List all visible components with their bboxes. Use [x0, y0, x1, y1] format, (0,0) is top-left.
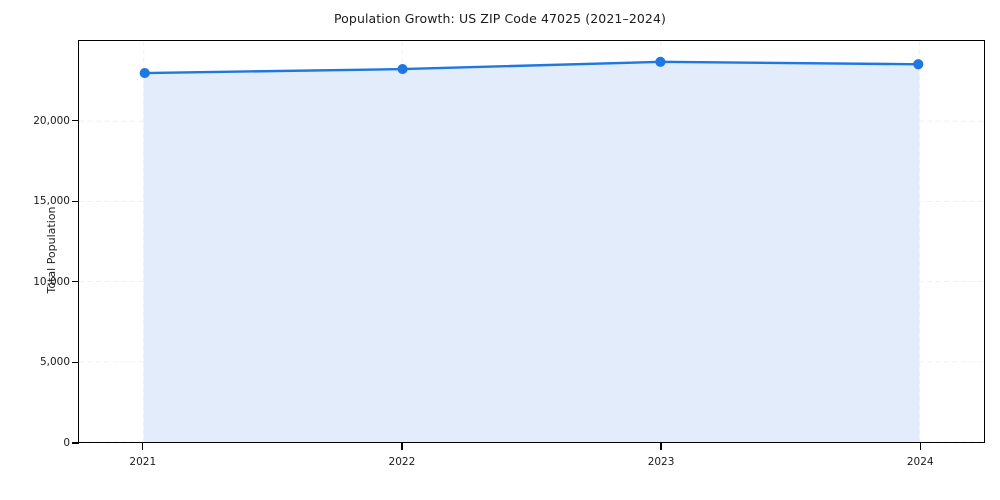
- y-tick-label: 20,000: [33, 114, 70, 127]
- data-point-marker-2024: [913, 59, 924, 70]
- y-tick-label: 5,000: [39, 356, 70, 369]
- data-point-marker-2022: [397, 63, 408, 75]
- x-tick-mark: [142, 443, 144, 450]
- y-tick-label: 0: [63, 437, 70, 449]
- x-tick-mark: [919, 443, 921, 450]
- y-axis-tick-labels: 0 5,000 10,000 15,000 20,000: [0, 0, 70, 500]
- x-tick-label: 2022: [388, 456, 416, 468]
- plot-area: [78, 40, 985, 443]
- x-tick-label: 2023: [647, 456, 675, 468]
- data-line-and-markers: [139, 56, 924, 79]
- x-tick-mark: [660, 443, 662, 450]
- area-fill: [143, 61, 920, 442]
- y-tick-label: 15,000: [33, 195, 70, 208]
- chart-title: Population Growth: US ZIP Code 47025 (20…: [333, 11, 667, 26]
- data-point-marker-2021: [139, 68, 150, 79]
- x-tick-mark: [401, 443, 403, 450]
- y-tick-label: 10,000: [33, 275, 70, 288]
- data-line-path: [143, 60, 920, 75]
- x-tick-label: 2024: [906, 456, 934, 468]
- area-fill-path: [143, 61, 920, 442]
- data-point-marker-2023: [655, 56, 666, 67]
- x-tick-label: 2021: [129, 456, 157, 468]
